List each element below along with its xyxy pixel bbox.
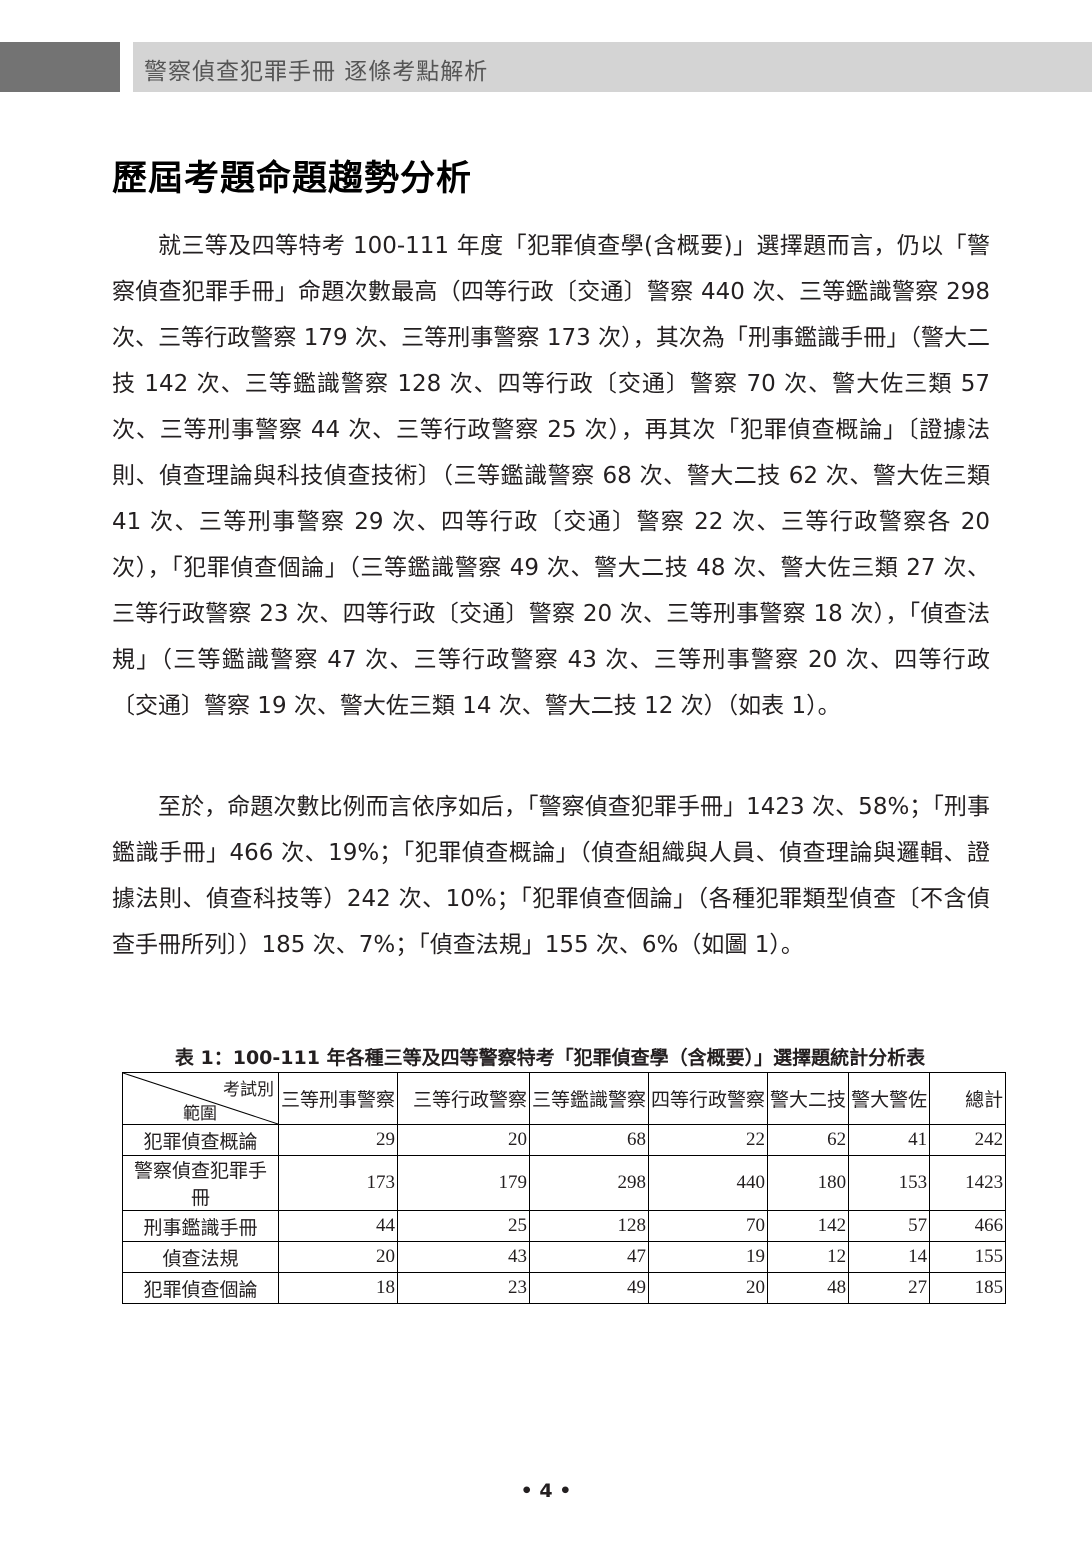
table-cell: 23	[397, 1272, 531, 1304]
table-cell: 173	[277, 1155, 399, 1211]
header-dark-block	[0, 42, 120, 92]
table-cell: 1423	[929, 1155, 1007, 1211]
table-cell: 22	[648, 1124, 769, 1156]
table-cell: 20	[277, 1241, 399, 1273]
row-label: 犯罪偵查個論	[122, 1272, 279, 1304]
table-cell: 179	[397, 1155, 531, 1211]
table-cell: 48	[767, 1272, 850, 1304]
page-number: • 4 •	[520, 1480, 572, 1502]
column-header: 四等行政警察	[648, 1072, 769, 1125]
column-header: 三等行政警察	[397, 1072, 531, 1125]
table-cell: 70	[648, 1210, 769, 1242]
table-header-row: 考試別 範圍 三等刑事警察 三等行政警察 三等鑑識警察 四等行政警察 警大二技 …	[122, 1072, 1007, 1125]
section-title: 歷屆考題命題趨勢分析	[112, 158, 473, 199]
table-cell: 142	[767, 1210, 850, 1242]
table-cell: 57	[848, 1210, 931, 1242]
table-cell: 18	[277, 1272, 399, 1304]
table-cell: 62	[767, 1124, 850, 1156]
table-cell: 43	[397, 1241, 531, 1273]
row-label: 警察偵查犯罪手冊	[122, 1155, 279, 1211]
table-cell: 440	[648, 1155, 769, 1211]
table-cell: 19	[648, 1241, 769, 1273]
table-cell: 466	[929, 1210, 1007, 1242]
table-cell: 68	[529, 1124, 650, 1156]
table-cell: 180	[767, 1155, 850, 1211]
table-row: 犯罪偵查概論 29 20 68 22 62 41 242	[122, 1124, 1007, 1156]
table-row: 偵查法規 20 43 47 19 12 14 155	[122, 1241, 1007, 1273]
column-header: 三等刑事警察	[277, 1072, 399, 1125]
table-cell: 155	[929, 1241, 1007, 1273]
table-cell: 49	[529, 1272, 650, 1304]
column-header: 警大警佐	[848, 1072, 931, 1125]
corner-top-label: 考試別	[223, 1080, 274, 1099]
table-row: 犯罪偵查個論 18 23 49 20 48 27 185	[122, 1272, 1007, 1304]
paragraph: 至於，命題次數比例而言依序如后，「警察偵查犯罪手冊」1423 次、58%；「刑事…	[112, 794, 990, 958]
statistics-table: 考試別 範圍 三等刑事警察 三等行政警察 三等鑑識警察 四等行政警察 警大二技 …	[122, 1072, 1007, 1304]
row-label: 偵查法規	[122, 1241, 279, 1273]
table-cell: 25	[397, 1210, 531, 1242]
table-cell: 44	[277, 1210, 399, 1242]
table-cell: 128	[529, 1210, 650, 1242]
table-cell: 27	[848, 1272, 931, 1304]
table-cell: 20	[648, 1272, 769, 1304]
table-cell: 47	[529, 1241, 650, 1273]
table-row: 刑事鑑識手冊 44 25 128 70 142 57 466	[122, 1210, 1007, 1242]
table-cell: 20	[397, 1124, 531, 1156]
table-cell: 14	[848, 1241, 931, 1273]
table-caption: 表 1：100-111 年各種三等及四等警察特考「犯罪偵查學（含概要）」選擇題統…	[174, 1047, 926, 1069]
table-row: 警察偵查犯罪手冊 173 179 298 440 180 153 1423	[122, 1155, 1007, 1211]
row-label: 犯罪偵查概論	[122, 1124, 279, 1156]
table-cell: 29	[277, 1124, 399, 1156]
corner-bottom-label: 範圍	[183, 1104, 217, 1123]
row-label: 刑事鑑識手冊	[122, 1210, 279, 1242]
header-bar	[133, 42, 1092, 92]
running-title: 警察偵查犯罪手冊 逐條考點解析	[144, 59, 489, 85]
table-cell: 242	[929, 1124, 1007, 1156]
corner-cell: 考試別 範圍	[122, 1072, 279, 1125]
table-cell: 41	[848, 1124, 931, 1156]
table-cell: 12	[767, 1241, 850, 1273]
column-header: 三等鑑識警察	[529, 1072, 650, 1125]
diagonal-line	[123, 1073, 278, 1124]
column-header: 警大二技	[767, 1072, 850, 1125]
paragraph: 就三等及四等特考 100-111 年度「犯罪偵查學(含概要)」選擇題而言，仍以「…	[112, 233, 990, 719]
table-cell: 153	[848, 1155, 931, 1211]
column-header: 總計	[929, 1072, 1007, 1125]
table-cell: 298	[529, 1155, 650, 1211]
table-cell: 185	[929, 1272, 1007, 1304]
